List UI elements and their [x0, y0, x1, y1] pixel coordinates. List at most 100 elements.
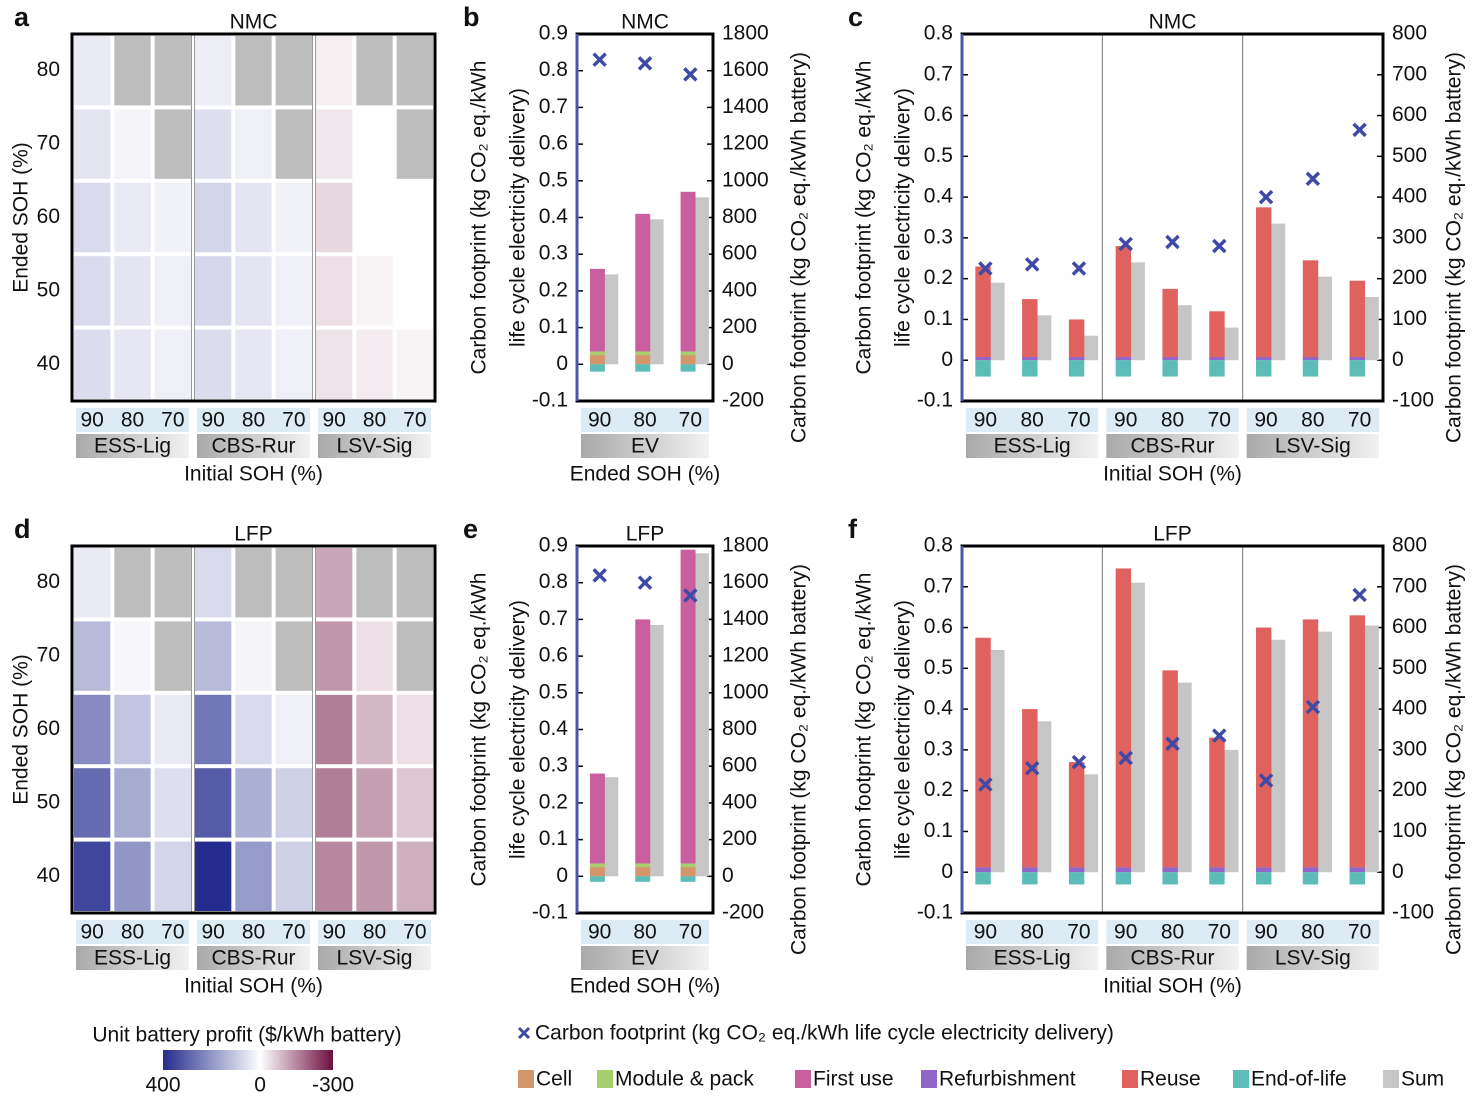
- y-tick-label: 0: [941, 860, 953, 883]
- y2-tick-label: 1200: [722, 644, 769, 667]
- stacked-bar: [1302, 619, 1319, 868]
- column-label-bg: [1106, 408, 1239, 432]
- y2-tick-label: 700: [1392, 62, 1427, 85]
- column-label: 80: [121, 409, 144, 432]
- column-label: 80: [1161, 409, 1184, 432]
- heatmap-cell: [235, 621, 272, 691]
- plot-border: [70, 32, 437, 403]
- heatmap-cell: [275, 329, 312, 399]
- y2-tick-label: 200: [722, 315, 757, 338]
- column-label-bg: [581, 920, 709, 944]
- y-tick-label: 50: [37, 790, 60, 813]
- y-tick-label: 80: [37, 58, 60, 81]
- heatmap-cell: [154, 768, 191, 838]
- heatmap-cell: [275, 841, 312, 911]
- x-marker: [1024, 761, 1040, 776]
- heatmap-cell: [316, 182, 353, 253]
- column-label: 90: [1114, 921, 1137, 944]
- heatmap-cell: [114, 329, 151, 399]
- x-marker: [1118, 236, 1133, 252]
- heatmap-cell: [356, 548, 393, 618]
- stacked-bar: [1349, 280, 1365, 357]
- group-label-bg: [318, 946, 431, 970]
- stacked-bar: [1162, 867, 1178, 873]
- heatmap-cell: [275, 768, 312, 838]
- y2-tick-label: 200: [1392, 266, 1427, 289]
- heatmap-cell: [74, 841, 111, 911]
- stacked-bar: [680, 364, 696, 372]
- heatmap-cell: [396, 182, 433, 253]
- stacked-bar: [635, 867, 651, 877]
- column-label: 80: [1301, 921, 1324, 944]
- column-label: 80: [1020, 409, 1043, 432]
- stacked-bar: [680, 351, 696, 356]
- y-tick-label: 0.3: [924, 225, 953, 248]
- y-tick-label: 0.7: [924, 574, 953, 597]
- y-tick-label: 0.9: [539, 534, 568, 557]
- group-label-bg: [76, 434, 189, 458]
- heatmap-cell: [154, 36, 191, 106]
- column-label-bg: [76, 920, 189, 944]
- legend-label: Reuse: [1140, 1068, 1201, 1091]
- heatmap-cell: [114, 182, 151, 253]
- column-label: 70: [1348, 921, 1371, 944]
- stacked-bar: [1022, 872, 1038, 885]
- heatmap-cell: [195, 182, 232, 253]
- column-label-bg: [1246, 920, 1379, 944]
- group-label: LSV-Sig: [1275, 435, 1351, 458]
- x-axis-label: Initial SOH (%): [184, 463, 323, 486]
- stacked-bar: [1068, 356, 1085, 361]
- y-tick-label: 0.3: [539, 242, 568, 265]
- heatmap-cell: [396, 329, 433, 399]
- y2-tick-label: 200: [722, 827, 757, 850]
- stacked-bar: [1349, 360, 1365, 377]
- heatmap-cell: [154, 109, 191, 179]
- stacked-bar: [975, 867, 991, 873]
- column-label: 90: [201, 921, 224, 944]
- y2-axis-label: Carbon footprint (kg CO₂ eq./kWh battery…: [788, 52, 811, 443]
- y-axis-label: Ended SOH (%): [10, 142, 33, 293]
- heatmap-cell: [396, 768, 433, 838]
- group-label: LSV-Sig: [337, 435, 413, 458]
- y-tick-label: 0.4: [539, 205, 569, 228]
- heatmap-cell: [154, 182, 191, 253]
- y2-tick-label: 800: [722, 205, 757, 228]
- y-tick-label: 0.6: [539, 644, 568, 667]
- y-tick-label: 40: [37, 864, 60, 887]
- heatmap-cell: [396, 694, 433, 765]
- heatmap-cell: [235, 548, 272, 618]
- x-marker: [978, 261, 993, 276]
- stacked-bar: [1209, 737, 1225, 868]
- y-tick-label: 0.6: [539, 132, 568, 155]
- x-marker: [1024, 257, 1040, 272]
- y-tick-label: 0.8: [924, 22, 953, 45]
- heatmap-cell: [356, 182, 393, 253]
- chart-title: NMC: [1149, 11, 1197, 34]
- stacked-bar: [1115, 246, 1132, 357]
- heatmap-cell: [316, 256, 353, 326]
- stacked-bar: [1302, 867, 1319, 873]
- column-label: 80: [1020, 921, 1043, 944]
- group-label: CBS-Rur: [1130, 947, 1214, 970]
- column-label: 80: [363, 409, 386, 432]
- column-label: 90: [1114, 409, 1137, 432]
- group-label: LSV-Sig: [337, 947, 413, 970]
- heatmap-cell: [195, 768, 232, 838]
- chart-title: LFP: [234, 523, 273, 546]
- y2-tick-label: 1000: [722, 680, 769, 703]
- y-axis-label: Carbon footprint (kg CO₂ eq./kWh: [853, 61, 876, 375]
- y-tick-label: 0.5: [539, 680, 568, 703]
- y-tick-label: 0.1: [924, 307, 953, 330]
- heatmap-cell: [154, 548, 191, 618]
- y2-tick-label: 0: [722, 864, 734, 887]
- y2-tick-label: -100: [1392, 389, 1434, 412]
- y-tick-label: -0.1: [532, 389, 568, 412]
- column-label-bg: [1246, 408, 1379, 432]
- y-tick-label: 0.9: [539, 22, 568, 45]
- heatmap-cell: [235, 256, 272, 326]
- stacked-bar: [680, 191, 696, 352]
- stacked-bar: [1022, 356, 1038, 361]
- heatmap-cell: [74, 694, 111, 765]
- stacked-bar: [975, 360, 991, 377]
